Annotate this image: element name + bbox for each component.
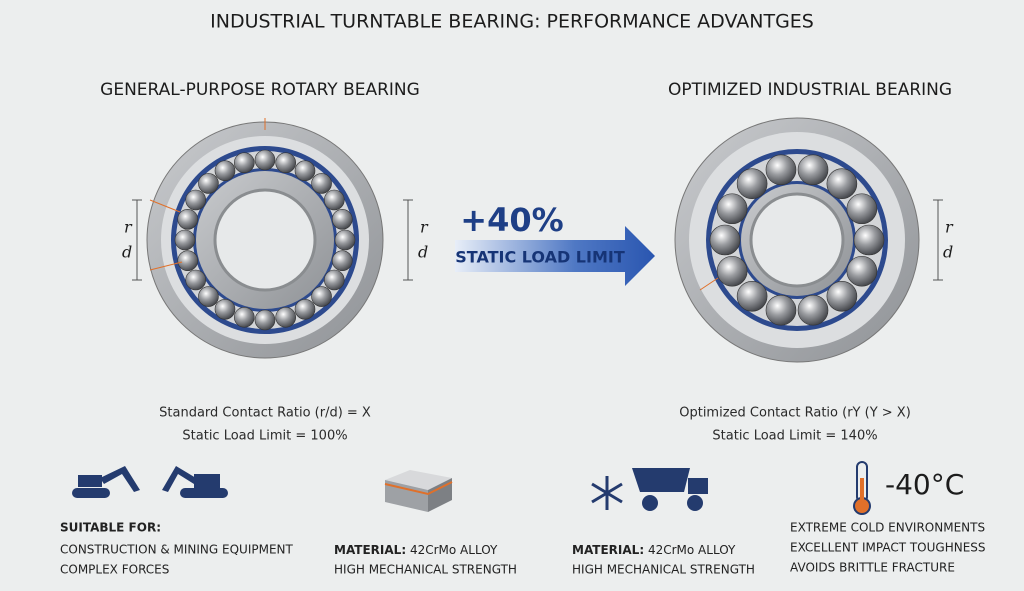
dim-label: r (945, 218, 954, 237)
material-key: MATERIAL: (334, 543, 406, 557)
dim-label: r (420, 218, 429, 237)
ball (185, 189, 207, 211)
bore (213, 188, 317, 292)
ball (323, 189, 345, 211)
left-bearing (146, 121, 384, 359)
material-icon (384, 470, 453, 512)
truck-icon (632, 468, 708, 511)
ball (323, 269, 345, 291)
ball (177, 208, 199, 230)
thermometer-icon (853, 461, 871, 515)
ball (716, 255, 748, 287)
left-ratio: Standard Contact Ratio (r/d) = X (159, 406, 371, 421)
material-line: MATERIAL: 42CrMo ALLOY (572, 543, 736, 557)
ball (797, 294, 829, 326)
left-heading: GENERAL-PURPOSE ROTARY BEARING (100, 80, 420, 100)
ball (177, 250, 199, 272)
ball (275, 306, 297, 328)
temperature: -40°C (885, 468, 964, 501)
cold-line: AVOIDS BRITTLE FRACTURE (790, 561, 955, 575)
ball (331, 250, 353, 272)
material-detail: HIGH MECHANICAL STRENGTH (572, 563, 755, 577)
ball (709, 224, 741, 256)
ball (846, 255, 878, 287)
ball (233, 306, 255, 328)
ball (185, 269, 207, 291)
ball (214, 298, 236, 320)
snowflake-icon (591, 476, 623, 510)
excavator-icons (72, 466, 228, 498)
title: INDUSTRIAL TURNTABLE BEARING: PERFORMANC… (210, 11, 814, 33)
ball (826, 280, 858, 312)
ball (716, 193, 748, 225)
material-line: MATERIAL: 42CrMo ALLOY (334, 543, 498, 557)
suitable-line: CONSTRUCTION & MINING EQUIPMENT (60, 543, 294, 557)
material-value: 42CrMo ALLOY (648, 543, 736, 557)
ball (846, 193, 878, 225)
ball (174, 229, 196, 251)
ball (198, 173, 219, 194)
material-detail: HIGH MECHANICAL STRENGTH (334, 563, 517, 577)
right-load: Static Load Limit = 140% (712, 429, 877, 444)
dim-label: r (124, 218, 133, 237)
ball (254, 309, 276, 331)
cold-line: EXTREME COLD ENVIRONMENTS (790, 521, 985, 535)
material-key: MATERIAL: (572, 543, 644, 557)
ball (311, 173, 332, 194)
left-dims (132, 118, 413, 281)
ball (311, 286, 332, 307)
ball (214, 160, 236, 182)
dim-label: d (943, 243, 953, 262)
bore (749, 192, 845, 288)
ball (826, 168, 858, 200)
ball (294, 160, 316, 182)
arrow-label: STATIC LOAD LIMIT (455, 248, 625, 267)
right-dims (699, 199, 943, 291)
right-ratio: Optimized Contact Ratio (rY (Y > X) (679, 406, 911, 421)
cold-line: EXCELLENT IMPACT TOUGHNESS (790, 541, 986, 555)
ball (853, 224, 885, 256)
suitable-heading: SUITABLE FOR: (60, 521, 161, 535)
ball (736, 280, 768, 312)
right-bearing (674, 117, 920, 363)
ball (254, 149, 276, 171)
left-load: Static Load Limit = 100% (182, 429, 347, 444)
arrow (455, 226, 655, 286)
ball (334, 229, 356, 251)
ball (198, 286, 219, 307)
suitable-line: COMPLEX FORCES (60, 563, 169, 577)
material-value: 42CrMo ALLOY (410, 543, 498, 557)
ball (765, 154, 797, 186)
ball (797, 154, 829, 186)
ball (275, 152, 297, 174)
dim-label: d (418, 243, 428, 262)
right-heading: OPTIMIZED INDUSTRIAL BEARING (668, 80, 952, 100)
ball (294, 298, 316, 320)
dim-label: d (122, 243, 132, 262)
ball (736, 168, 768, 200)
ball (765, 294, 797, 326)
ball (331, 208, 353, 230)
arrow-percent: +40% (460, 201, 563, 239)
ball (233, 152, 255, 174)
